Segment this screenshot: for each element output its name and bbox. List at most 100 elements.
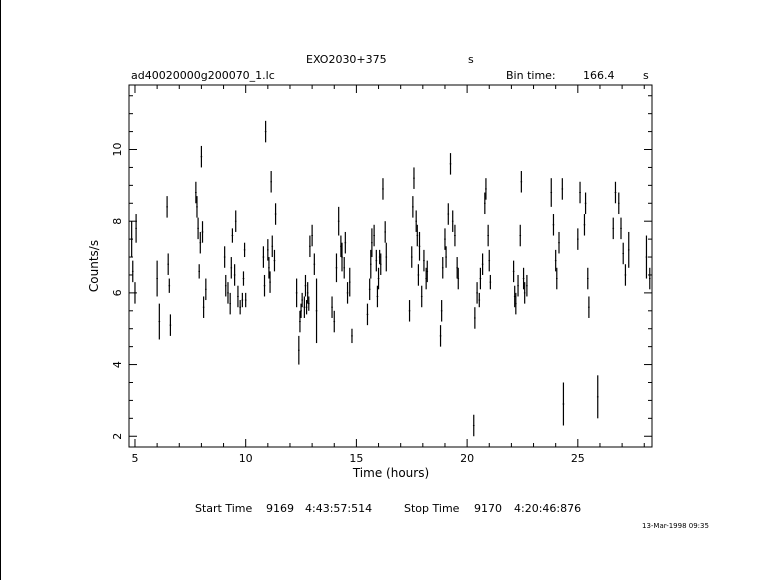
- plot-timestamp: 13-Mar-1998 09:35: [642, 522, 709, 530]
- data-point: [474, 307, 476, 329]
- bin-time-unit: s: [643, 69, 649, 82]
- data-point: [271, 235, 274, 258]
- data-point: [263, 274, 266, 297]
- data-point: [239, 300, 241, 315]
- data-point: [454, 224, 456, 247]
- data-point: [520, 171, 523, 193]
- data-point: [341, 242, 343, 272]
- data-point: [301, 292, 303, 308]
- data-point: [417, 264, 420, 286]
- data-point: [648, 267, 651, 290]
- data-point: [552, 214, 555, 236]
- data-point: [523, 282, 526, 304]
- axis-ticks: [129, 85, 652, 447]
- data-point: [274, 203, 277, 225]
- x-tick-label: 25: [571, 452, 585, 465]
- data-point: [371, 228, 373, 258]
- data-point: [379, 253, 382, 275]
- data-point: [418, 231, 421, 261]
- data-point: [351, 328, 353, 344]
- y-tick-label: 2: [111, 433, 124, 440]
- x-axis-title: Time (hours): [352, 466, 429, 480]
- data-point: [230, 257, 233, 279]
- data-point: [617, 192, 620, 215]
- data-point: [307, 296, 310, 311]
- data-point: [488, 249, 491, 272]
- data-point: [449, 153, 452, 175]
- data-point: [315, 278, 318, 344]
- data-point: [408, 300, 411, 322]
- data-point: [264, 120, 267, 143]
- data-point: [614, 181, 617, 204]
- data-point: [305, 300, 308, 315]
- stop-time-value: 4:20:46:876: [514, 502, 582, 515]
- data-point: [196, 196, 198, 218]
- data-point: [300, 303, 302, 318]
- data-point: [200, 145, 203, 168]
- data-point: [223, 246, 226, 268]
- data-point: [485, 178, 487, 200]
- data-point: [476, 282, 478, 304]
- data-point: [596, 375, 599, 419]
- data-point: [335, 253, 338, 283]
- data-point: [346, 282, 349, 304]
- data-point: [195, 181, 197, 204]
- data-point: [344, 231, 347, 254]
- data-point: [202, 296, 205, 318]
- data-point: [550, 178, 553, 207]
- data-point: [366, 303, 369, 326]
- data-point: [166, 196, 168, 218]
- data-point: [130, 221, 133, 258]
- data-point: [197, 217, 199, 240]
- data-point: [558, 231, 560, 254]
- data-point: [234, 210, 237, 232]
- data-point: [348, 267, 351, 297]
- data-point: [331, 296, 333, 318]
- data-point: [167, 253, 169, 275]
- data-point: [457, 267, 460, 290]
- data-point: [134, 282, 136, 304]
- data-point: [229, 292, 231, 315]
- data-point: [447, 203, 450, 225]
- data-point: [586, 267, 589, 290]
- data-point: [269, 271, 271, 293]
- x-tick-label: 15: [349, 452, 363, 465]
- data-point: [522, 267, 525, 290]
- data-point: [413, 167, 415, 189]
- x-tick-label: 20: [460, 452, 474, 465]
- x-tick-label: 5: [131, 452, 138, 465]
- data-point: [426, 260, 429, 283]
- data-point: [298, 335, 300, 365]
- data-point: [135, 214, 137, 243]
- data-point: [243, 242, 246, 258]
- source-suffix: s: [468, 53, 474, 66]
- data-point: [588, 296, 590, 318]
- data-point: [241, 292, 244, 308]
- y-tick-label: 4: [111, 361, 124, 368]
- data-point: [487, 224, 489, 247]
- data-point: [489, 274, 492, 290]
- data-point: [512, 260, 515, 283]
- data-point: [517, 274, 519, 297]
- data-point: [169, 314, 172, 336]
- data-point: [561, 178, 564, 200]
- bin-time-label: Bin time:: [506, 69, 556, 82]
- plot-frame: [128, 84, 653, 448]
- data-point: [624, 264, 627, 286]
- start-time-label: Start Time: [195, 502, 253, 515]
- data-point: [201, 221, 204, 243]
- data-point: [620, 217, 622, 240]
- data-point: [377, 267, 380, 290]
- data-point: [612, 217, 615, 240]
- data-point: [368, 278, 371, 301]
- stop-day: 9170: [474, 502, 502, 515]
- data-point: [304, 274, 307, 297]
- y-tick-label: 6: [111, 289, 124, 296]
- data-point: [416, 224, 419, 247]
- data-point: [562, 382, 565, 426]
- data-point: [270, 171, 272, 193]
- data-point: [384, 221, 386, 243]
- data-point: [420, 285, 423, 308]
- data-point: [439, 325, 442, 347]
